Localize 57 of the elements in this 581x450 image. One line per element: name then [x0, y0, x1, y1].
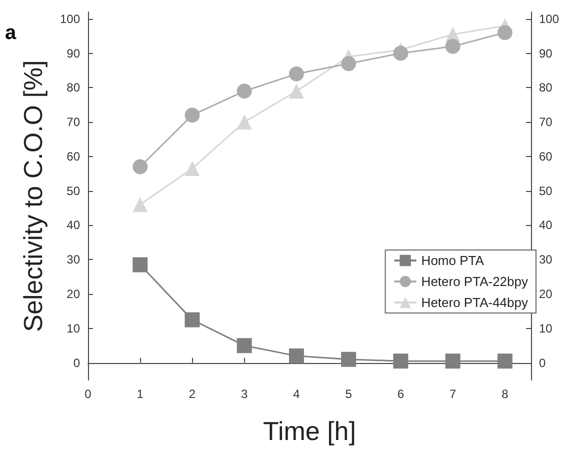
x-axis-title: Time [h] [263, 416, 356, 446]
point [341, 352, 356, 367]
y2-tick-label: 90 [539, 46, 553, 60]
text: a [5, 22, 17, 44]
point [236, 114, 252, 130]
x-tick-label: 8 [502, 387, 509, 401]
x-tick-label: 4 [293, 387, 300, 401]
point [445, 354, 460, 369]
point [288, 84, 304, 99]
point [132, 159, 148, 174]
x-tick-label: 0 [84, 387, 92, 401]
y2-tick-label: 30 [539, 252, 553, 267]
legend-label: Hetero PTA-22bpy [421, 274, 528, 289]
point [132, 197, 148, 212]
point [497, 354, 512, 369]
y-axis-title: Selectivity to C.O.O [%] [18, 60, 48, 332]
y-tick-label: 80 [66, 80, 80, 95]
y2-tick-label: 50 [539, 184, 553, 198]
y2-tick-label: 70 [539, 115, 553, 130]
point [288, 348, 304, 364]
x-tick-label: 5 [345, 387, 352, 401]
y2-tick-label: 10 [539, 321, 553, 336]
point [393, 354, 408, 369]
x-tick-label: 7 [449, 387, 456, 401]
y-tick-label: 100 [60, 12, 80, 26]
y-tick-label: 30 [66, 252, 80, 267]
y-tick-label: 70 [66, 115, 80, 130]
y-tick-label: 40 [66, 218, 80, 232]
point [497, 25, 512, 40]
y2-tick-label: 80 [539, 80, 553, 95]
y2-tick-label: 0 [539, 356, 546, 370]
y-tick-label: 0 [73, 356, 80, 370]
legend-label: Homo PTA [421, 253, 484, 268]
y-tick-label: 50 [66, 184, 80, 198]
y-tick-label: 60 [66, 149, 80, 164]
y-tick-label: 20 [66, 287, 80, 302]
y2-tick-label: 100 [539, 12, 560, 26]
x-tick-label: 3 [241, 387, 248, 401]
y2-tick-label: 60 [539, 149, 553, 164]
point [288, 66, 304, 82]
x-tick-label: 1 [136, 387, 144, 401]
x-tick-label: 6 [397, 387, 404, 401]
point [184, 108, 200, 123]
y2-tick-label: 40 [539, 218, 553, 232]
point [236, 84, 252, 99]
point [393, 46, 408, 61]
y-tick-label: 10 [66, 321, 80, 336]
y2-tick-label: 20 [539, 287, 553, 302]
point [236, 338, 252, 354]
x-tick-label: 2 [188, 387, 196, 401]
point [132, 257, 148, 272]
point [184, 160, 200, 176]
legend-label: Hetero PTA-44bpy [421, 295, 528, 310]
point [445, 38, 460, 54]
y-tick-label: 90 [66, 46, 80, 60]
point [341, 56, 356, 72]
point [184, 312, 200, 328]
